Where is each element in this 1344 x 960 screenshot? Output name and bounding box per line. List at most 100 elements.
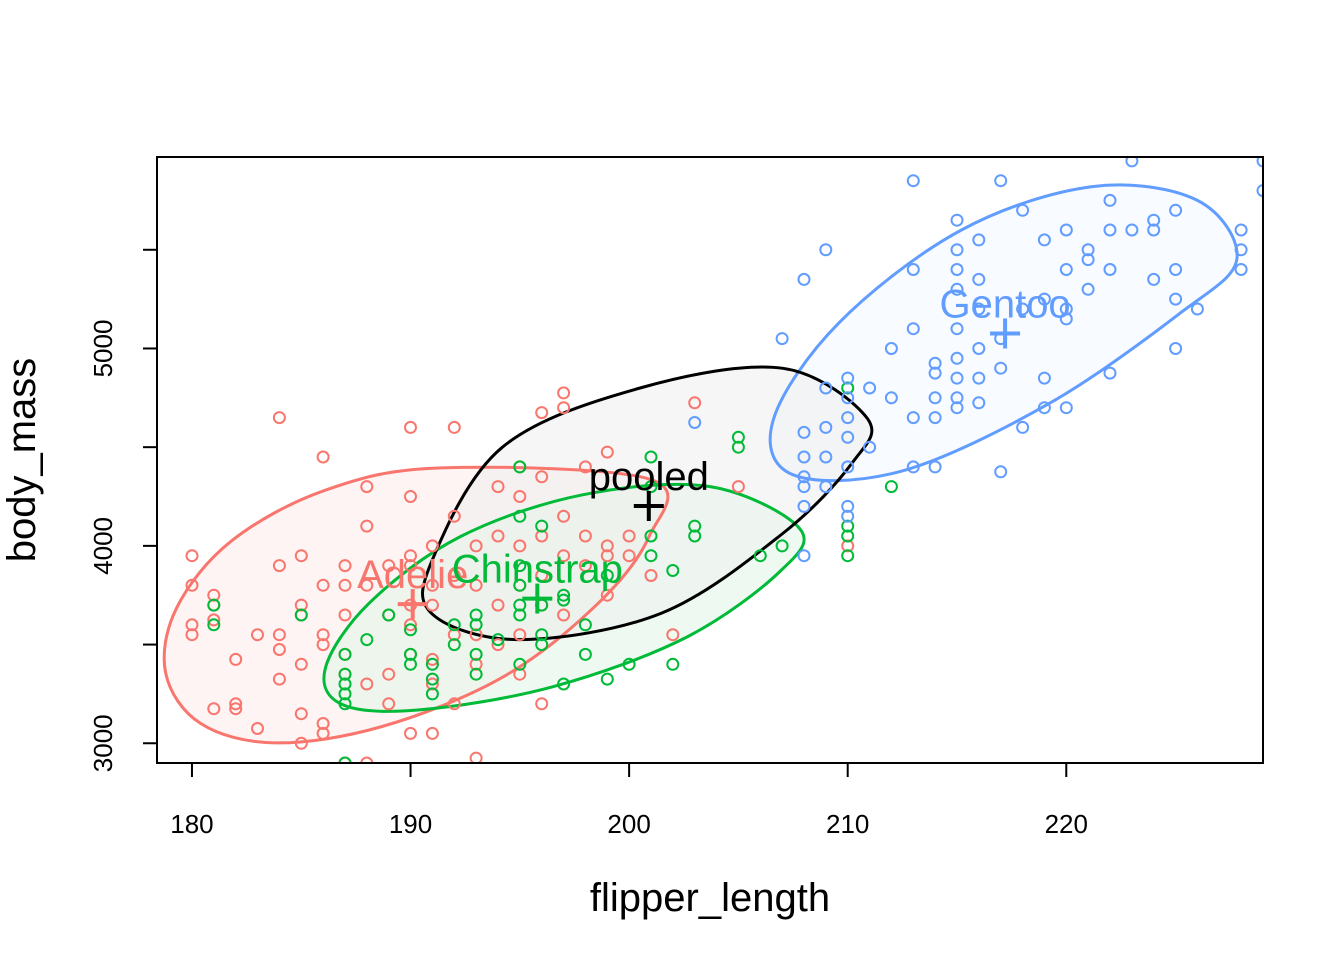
point-gentoo — [797, 499, 811, 513]
point-gentoo — [1081, 243, 1095, 257]
point-adelie — [404, 549, 417, 563]
point-chinstrap — [622, 657, 636, 671]
point-gentoo — [1103, 223, 1117, 237]
point-gentoo — [1103, 263, 1117, 276]
point-adelie — [316, 726, 330, 740]
point-adelie — [600, 445, 614, 459]
point-gentoo — [819, 420, 833, 434]
point-chinstrap — [666, 657, 680, 671]
point-adelie — [535, 569, 549, 582]
point-gentoo — [1190, 302, 1204, 316]
point-adelie — [382, 697, 396, 711]
point-adelie — [535, 470, 549, 484]
x-tick-label: 180 — [170, 809, 213, 839]
point-gentoo — [1081, 253, 1095, 267]
point-adelie — [425, 726, 439, 740]
point-gentoo — [1125, 223, 1139, 237]
point-chinstrap — [338, 667, 352, 681]
point-adelie — [404, 618, 417, 632]
point-chinstrap — [535, 628, 549, 642]
point-gentoo — [1234, 223, 1248, 237]
point-adelie — [382, 667, 396, 681]
point-adelie — [578, 529, 592, 543]
point-chinstrap — [513, 559, 527, 573]
point-chinstrap — [513, 598, 527, 612]
point-chinstrap — [513, 657, 527, 671]
point-adelie — [360, 519, 374, 533]
point-gentoo — [906, 263, 920, 276]
point-gentoo — [775, 332, 789, 346]
point-gentoo — [1169, 292, 1183, 306]
point-chinstrap — [425, 687, 439, 701]
point-adelie — [272, 411, 286, 425]
point-gentoo — [906, 411, 920, 425]
point-adelie — [207, 588, 221, 602]
point-adelie — [251, 722, 264, 735]
point-chinstrap — [469, 667, 483, 681]
point-adelie — [272, 643, 286, 656]
y-tick-label: 4000 — [88, 517, 118, 575]
center-marker-adelie — [397, 589, 428, 620]
point-gentoo — [1016, 203, 1030, 217]
point-chinstrap — [338, 687, 352, 701]
point-gentoo — [994, 465, 1008, 479]
point-chinstrap — [469, 608, 483, 622]
point-adelie — [535, 697, 549, 711]
point-gentoo — [797, 480, 811, 494]
point-gentoo — [1147, 213, 1161, 227]
point-gentoo — [797, 470, 811, 484]
y-tick-label: 5000 — [88, 320, 118, 378]
x-tick-label: 220 — [1045, 809, 1088, 839]
point-chinstrap — [469, 618, 483, 632]
point-chinstrap — [731, 440, 745, 454]
x-tick-label: 190 — [389, 809, 432, 839]
point-chinstrap — [688, 519, 702, 533]
point-gentoo — [994, 174, 1008, 188]
point-gentoo — [1037, 233, 1051, 247]
point-chinstrap — [841, 519, 855, 533]
point-adelie — [207, 702, 221, 716]
point-adelie — [688, 396, 702, 410]
point-chinstrap — [469, 647, 483, 661]
point-gentoo — [797, 272, 811, 286]
point-gentoo — [797, 450, 811, 464]
point-adelie — [294, 657, 308, 671]
point-adelie — [491, 638, 505, 652]
point-gentoo — [906, 322, 920, 336]
point-adelie — [622, 549, 636, 563]
point-gentoo — [994, 361, 1008, 375]
point-chinstrap — [841, 529, 855, 543]
point-gentoo — [1059, 263, 1073, 276]
point-adelie — [600, 539, 614, 553]
point-adelie — [535, 529, 549, 543]
point-gentoo — [863, 381, 877, 395]
point-adelie — [513, 667, 527, 681]
point-adelie — [229, 652, 243, 666]
point-chinstrap — [447, 638, 461, 652]
point-gentoo — [972, 272, 986, 286]
point-adelie — [316, 628, 330, 642]
point-gentoo — [1234, 263, 1248, 276]
point-gentoo — [1147, 223, 1161, 237]
point-chinstrap — [491, 633, 505, 647]
center-marker-chinstrap — [522, 583, 553, 614]
point-chinstrap — [513, 608, 527, 622]
point-adelie — [666, 628, 680, 642]
ellipse-outline-gentoo — [768, 183, 1239, 483]
point-chinstrap — [535, 519, 549, 533]
point-adelie — [360, 578, 374, 592]
y-tick-label: 3000 — [88, 714, 118, 772]
point-gentoo — [950, 263, 964, 276]
point-gentoo — [1169, 203, 1183, 217]
point-chinstrap — [338, 677, 352, 691]
point-chinstrap — [338, 697, 352, 711]
point-chinstrap — [753, 549, 767, 563]
point-adelie — [338, 578, 352, 592]
point-adelie — [404, 726, 417, 740]
point-adelie — [600, 549, 614, 563]
point-adelie — [600, 588, 614, 602]
point-chinstrap — [644, 480, 658, 494]
point-adelie — [469, 578, 483, 592]
point-adelie — [447, 509, 461, 523]
point-gentoo — [1234, 243, 1248, 257]
